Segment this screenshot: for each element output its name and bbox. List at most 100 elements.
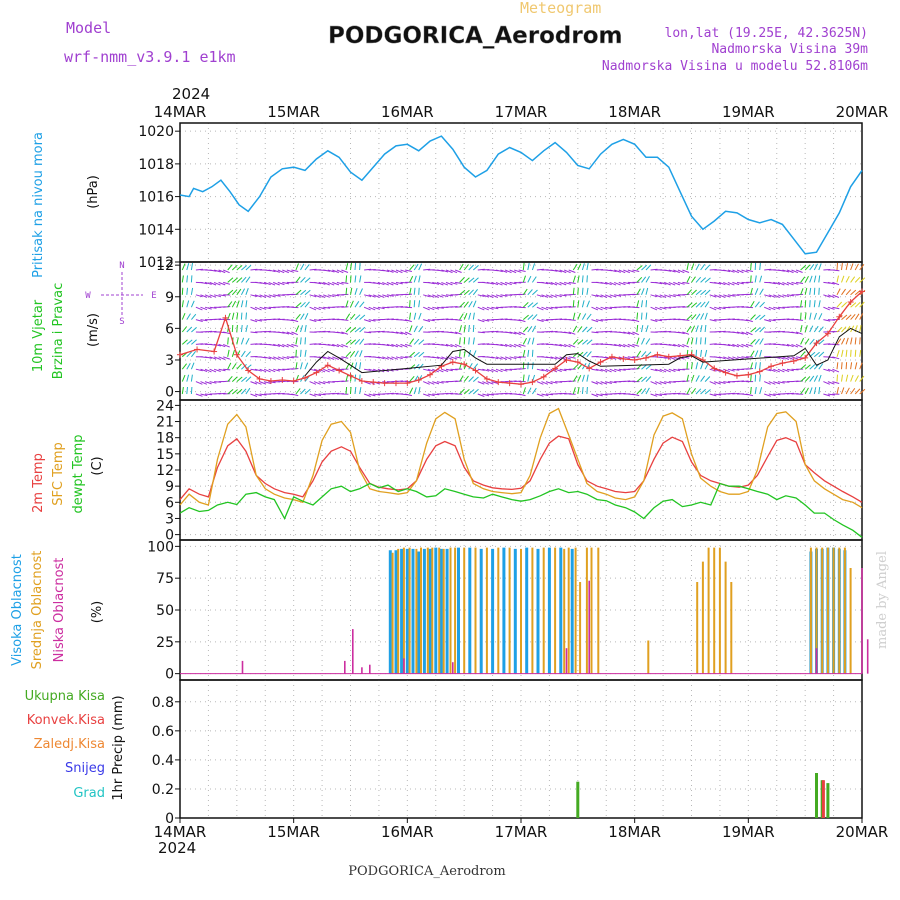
- wind-barb: [718, 306, 726, 310]
- wind-barb: [386, 269, 394, 273]
- bottom-date-label: 16MAR: [381, 823, 434, 841]
- wind-barb: [618, 368, 626, 371]
- wind-barb: [313, 381, 321, 385]
- wind-barb: [614, 294, 622, 297]
- wind-barb: [240, 312, 243, 320]
- wind-barb: [845, 263, 849, 271]
- wind-barb: [668, 381, 676, 383]
- bottom-date-label: 19MAR: [722, 823, 775, 841]
- wind-barb: [668, 294, 676, 298]
- wind-barb: [550, 381, 558, 384]
- wind-barb: [436, 306, 444, 309]
- wind-barb: [486, 356, 494, 359]
- wind-barb: [427, 393, 435, 397]
- wind-barb: [550, 294, 558, 298]
- elevation-label: Nadmorska Visina 39m: [711, 42, 868, 57]
- wind-barb: [572, 275, 576, 283]
- wind-barb: [664, 356, 671, 360]
- wind-barb: [223, 368, 231, 371]
- wind-barb: [195, 306, 203, 311]
- wind-barb: [218, 356, 226, 360]
- wind-barb: [700, 277, 707, 283]
- wind-barb: [336, 269, 344, 274]
- wind-barb: [654, 381, 662, 385]
- wind-barb: [318, 281, 326, 285]
- wind-barb: [218, 392, 226, 395]
- wind-barb: [609, 294, 617, 298]
- wind-barb: [441, 281, 449, 286]
- wind-barb: [664, 281, 671, 286]
- wind-barb: [522, 262, 525, 271]
- wind-barb: [809, 338, 815, 345]
- wind-barb: [514, 269, 521, 273]
- wind-barb: [350, 350, 356, 358]
- wind-barb: [491, 294, 499, 298]
- wind-barb: [568, 380, 576, 383]
- wind-barb: [609, 281, 617, 286]
- wind-barb: [377, 330, 385, 333]
- wind-barb: [554, 294, 562, 298]
- wind-barb: [673, 368, 681, 372]
- wind-barb: [564, 269, 571, 274]
- wind-barb: [386, 294, 394, 297]
- wind-barb: [327, 381, 335, 383]
- wind-barb: [727, 269, 735, 273]
- wind-barb: [723, 306, 731, 309]
- wind-barb: [691, 289, 697, 296]
- wind-barb: [550, 269, 558, 272]
- wind-barb: [304, 264, 310, 271]
- wind-barb: [518, 269, 526, 272]
- precip-panel: 0 0.2 0.4 0.6 0.8: [152, 679, 863, 827]
- wind-barb: [359, 350, 363, 357]
- wind-barb: [368, 393, 376, 397]
- wind-barb: [609, 368, 617, 373]
- wind-barb: [818, 313, 823, 320]
- wind-barb: [591, 306, 599, 311]
- wind-barb: [527, 374, 530, 382]
- wind-barb: [450, 356, 458, 360]
- wind-barb: [363, 294, 372, 297]
- wind-barb: [250, 331, 258, 334]
- wind-barb: [632, 269, 640, 272]
- wind-barb: [191, 350, 196, 358]
- wind-barb: [277, 356, 285, 360]
- wind-barb: [323, 269, 331, 272]
- wind-barb: [813, 263, 818, 271]
- wind-barb: [627, 269, 635, 273]
- wind-barb: [354, 338, 361, 345]
- wind-barb: [368, 306, 376, 311]
- wind-barb: [654, 294, 662, 298]
- wind-barb: [359, 301, 365, 308]
- wind-barb: [209, 381, 217, 384]
- pressure-ylabel: Pritisak na nivou mora: [31, 132, 46, 278]
- wind-barb: [545, 393, 554, 396]
- wind-barb: [341, 356, 349, 359]
- wind-barb: [413, 275, 417, 283]
- wind-barb: [804, 338, 810, 345]
- wind-barb: [423, 306, 430, 311]
- wind-barb: [354, 275, 357, 283]
- wind-barb: [836, 262, 838, 271]
- wind-barb: [527, 362, 529, 370]
- wind-barb: [536, 381, 544, 385]
- wind-barb: [636, 288, 641, 296]
- wind-barb: [291, 293, 299, 296]
- wind-barb: [777, 294, 785, 298]
- wind-barb: [577, 263, 582, 271]
- wind-barb: [659, 306, 667, 310]
- wind-barb: [345, 386, 348, 395]
- wind-barb: [354, 350, 359, 358]
- wind-barb: [791, 269, 799, 274]
- wind-barb: [572, 287, 575, 295]
- wind-barb: [345, 326, 352, 333]
- wind-barb: [332, 392, 340, 395]
- wind-barb: [418, 287, 420, 295]
- wind-barb: [241, 376, 248, 382]
- wind-barb: [341, 343, 349, 348]
- wind-barb: [859, 349, 862, 357]
- wind-barb: [723, 343, 731, 347]
- wind-barb: [591, 319, 599, 323]
- wind-barb: [236, 265, 243, 271]
- wind-barb: [550, 306, 558, 309]
- wind-barb: [423, 381, 430, 385]
